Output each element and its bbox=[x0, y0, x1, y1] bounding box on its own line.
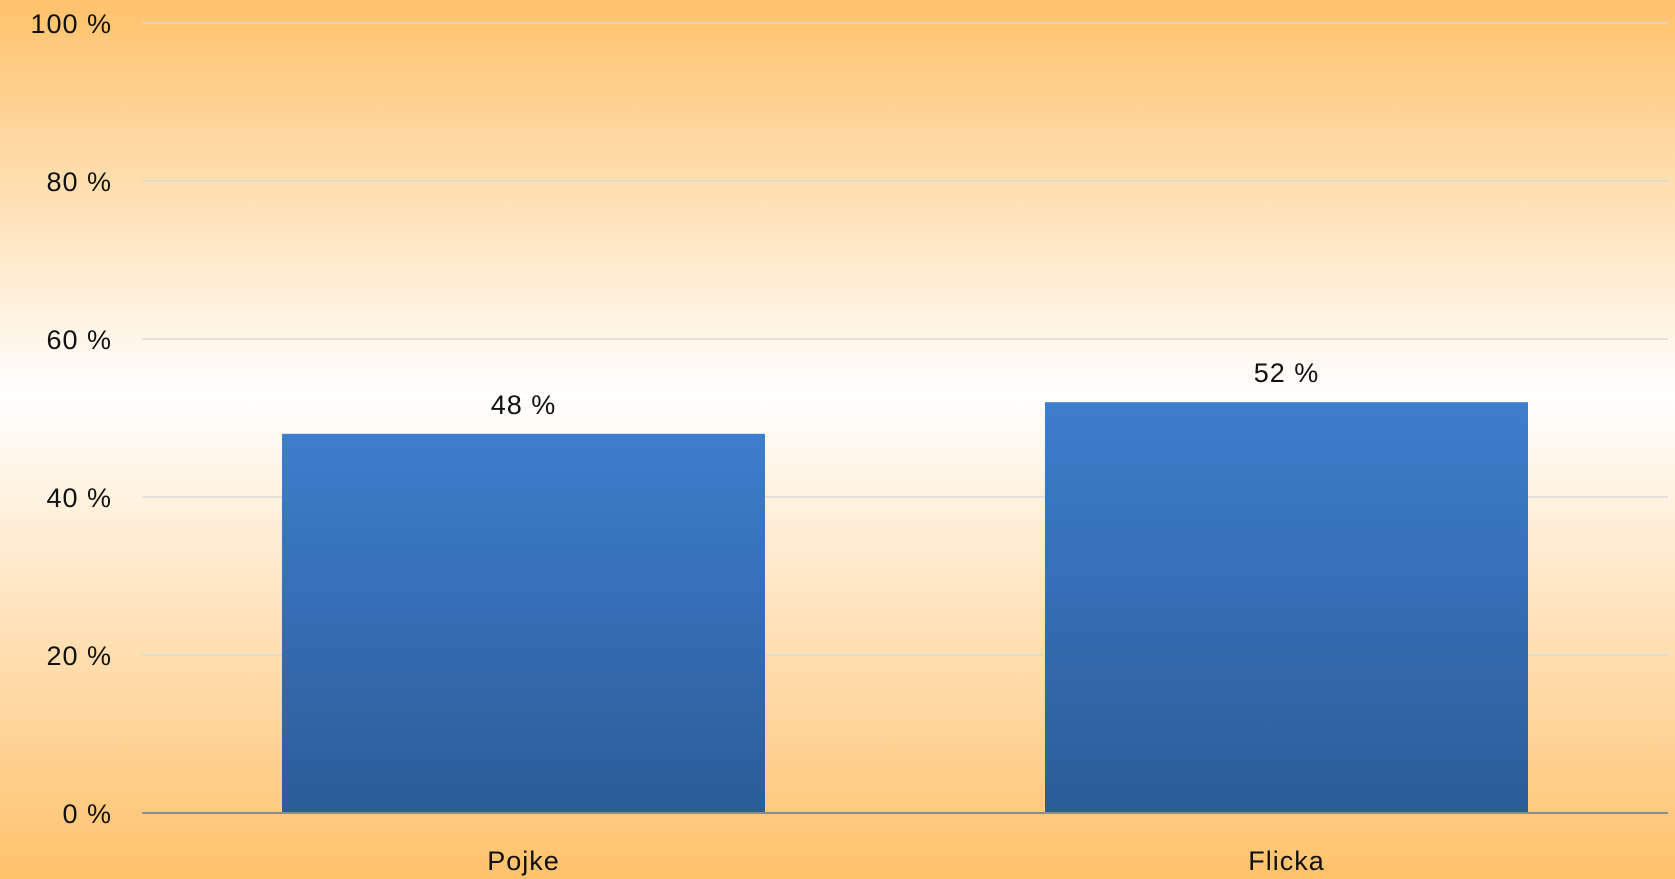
y-tick-label: 80 % bbox=[46, 167, 112, 197]
y-tick-label: 20 % bbox=[46, 641, 112, 671]
bars bbox=[282, 402, 1528, 813]
x-category-label: Pojke bbox=[487, 846, 560, 876]
x-axis-category-labels: Pojke Flicka bbox=[487, 846, 1325, 876]
y-tick-label: 100 % bbox=[30, 9, 112, 39]
y-tick-label: 60 % bbox=[46, 325, 112, 355]
y-tick-label: 0 % bbox=[62, 799, 112, 829]
bar bbox=[282, 433, 765, 813]
data-label: 48 % bbox=[491, 390, 557, 420]
data-label: 52 % bbox=[1254, 358, 1320, 388]
data-labels: 48 % 52 % bbox=[491, 358, 1320, 420]
y-axis-tick-labels: 0 % 20 % 40 % 60 % 80 % 100 % bbox=[30, 9, 112, 829]
x-category-label: Flicka bbox=[1248, 846, 1325, 876]
bar bbox=[1045, 402, 1528, 813]
y-tick-label: 40 % bbox=[46, 483, 112, 513]
